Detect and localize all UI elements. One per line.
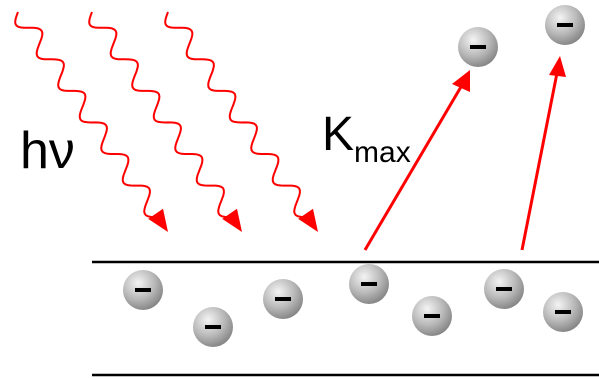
minus-sign-icon <box>275 297 291 301</box>
photon-arrowhead-2 <box>222 208 242 232</box>
photon-wave-2 <box>88 11 232 219</box>
minus-sign-icon <box>205 325 221 329</box>
incident-photons <box>14 11 318 232</box>
bound-electron <box>193 307 233 347</box>
bound-electron <box>543 292 583 332</box>
minus-sign-icon <box>361 282 377 286</box>
minus-sign-icon <box>135 288 151 292</box>
bound-electron <box>484 269 524 309</box>
photon-wave-3 <box>164 11 308 219</box>
photon-wave-1 <box>14 11 158 219</box>
photon-arrowhead-3 <box>298 208 318 232</box>
minus-sign-icon <box>555 310 571 314</box>
minus-sign-icon <box>424 314 440 318</box>
kinetic-energy-label: Kmax <box>322 108 411 169</box>
minus-sign-icon <box>557 23 573 27</box>
bound-electron <box>263 279 303 319</box>
emitted-electron-arrow-1 <box>363 79 467 251</box>
photon-energy-label: hν <box>20 122 75 180</box>
emitted-electron-arrow-2 <box>520 67 560 251</box>
emitted-electron <box>458 27 498 67</box>
bound-electron <box>123 270 163 310</box>
kinetic-energy-symbol: K <box>322 108 354 161</box>
emitted-electron-arrowhead-1 <box>452 70 470 92</box>
emitted-electron-arrowhead-2 <box>549 56 566 77</box>
electrons <box>123 5 585 347</box>
bound-electron <box>412 296 452 336</box>
kinetic-energy-subscript: max <box>354 136 411 169</box>
bound-electron <box>349 264 389 304</box>
minus-sign-icon <box>496 287 512 291</box>
minus-sign-icon <box>470 45 486 49</box>
photon-arrowhead-1 <box>148 208 168 232</box>
emitted-electron <box>545 5 585 45</box>
